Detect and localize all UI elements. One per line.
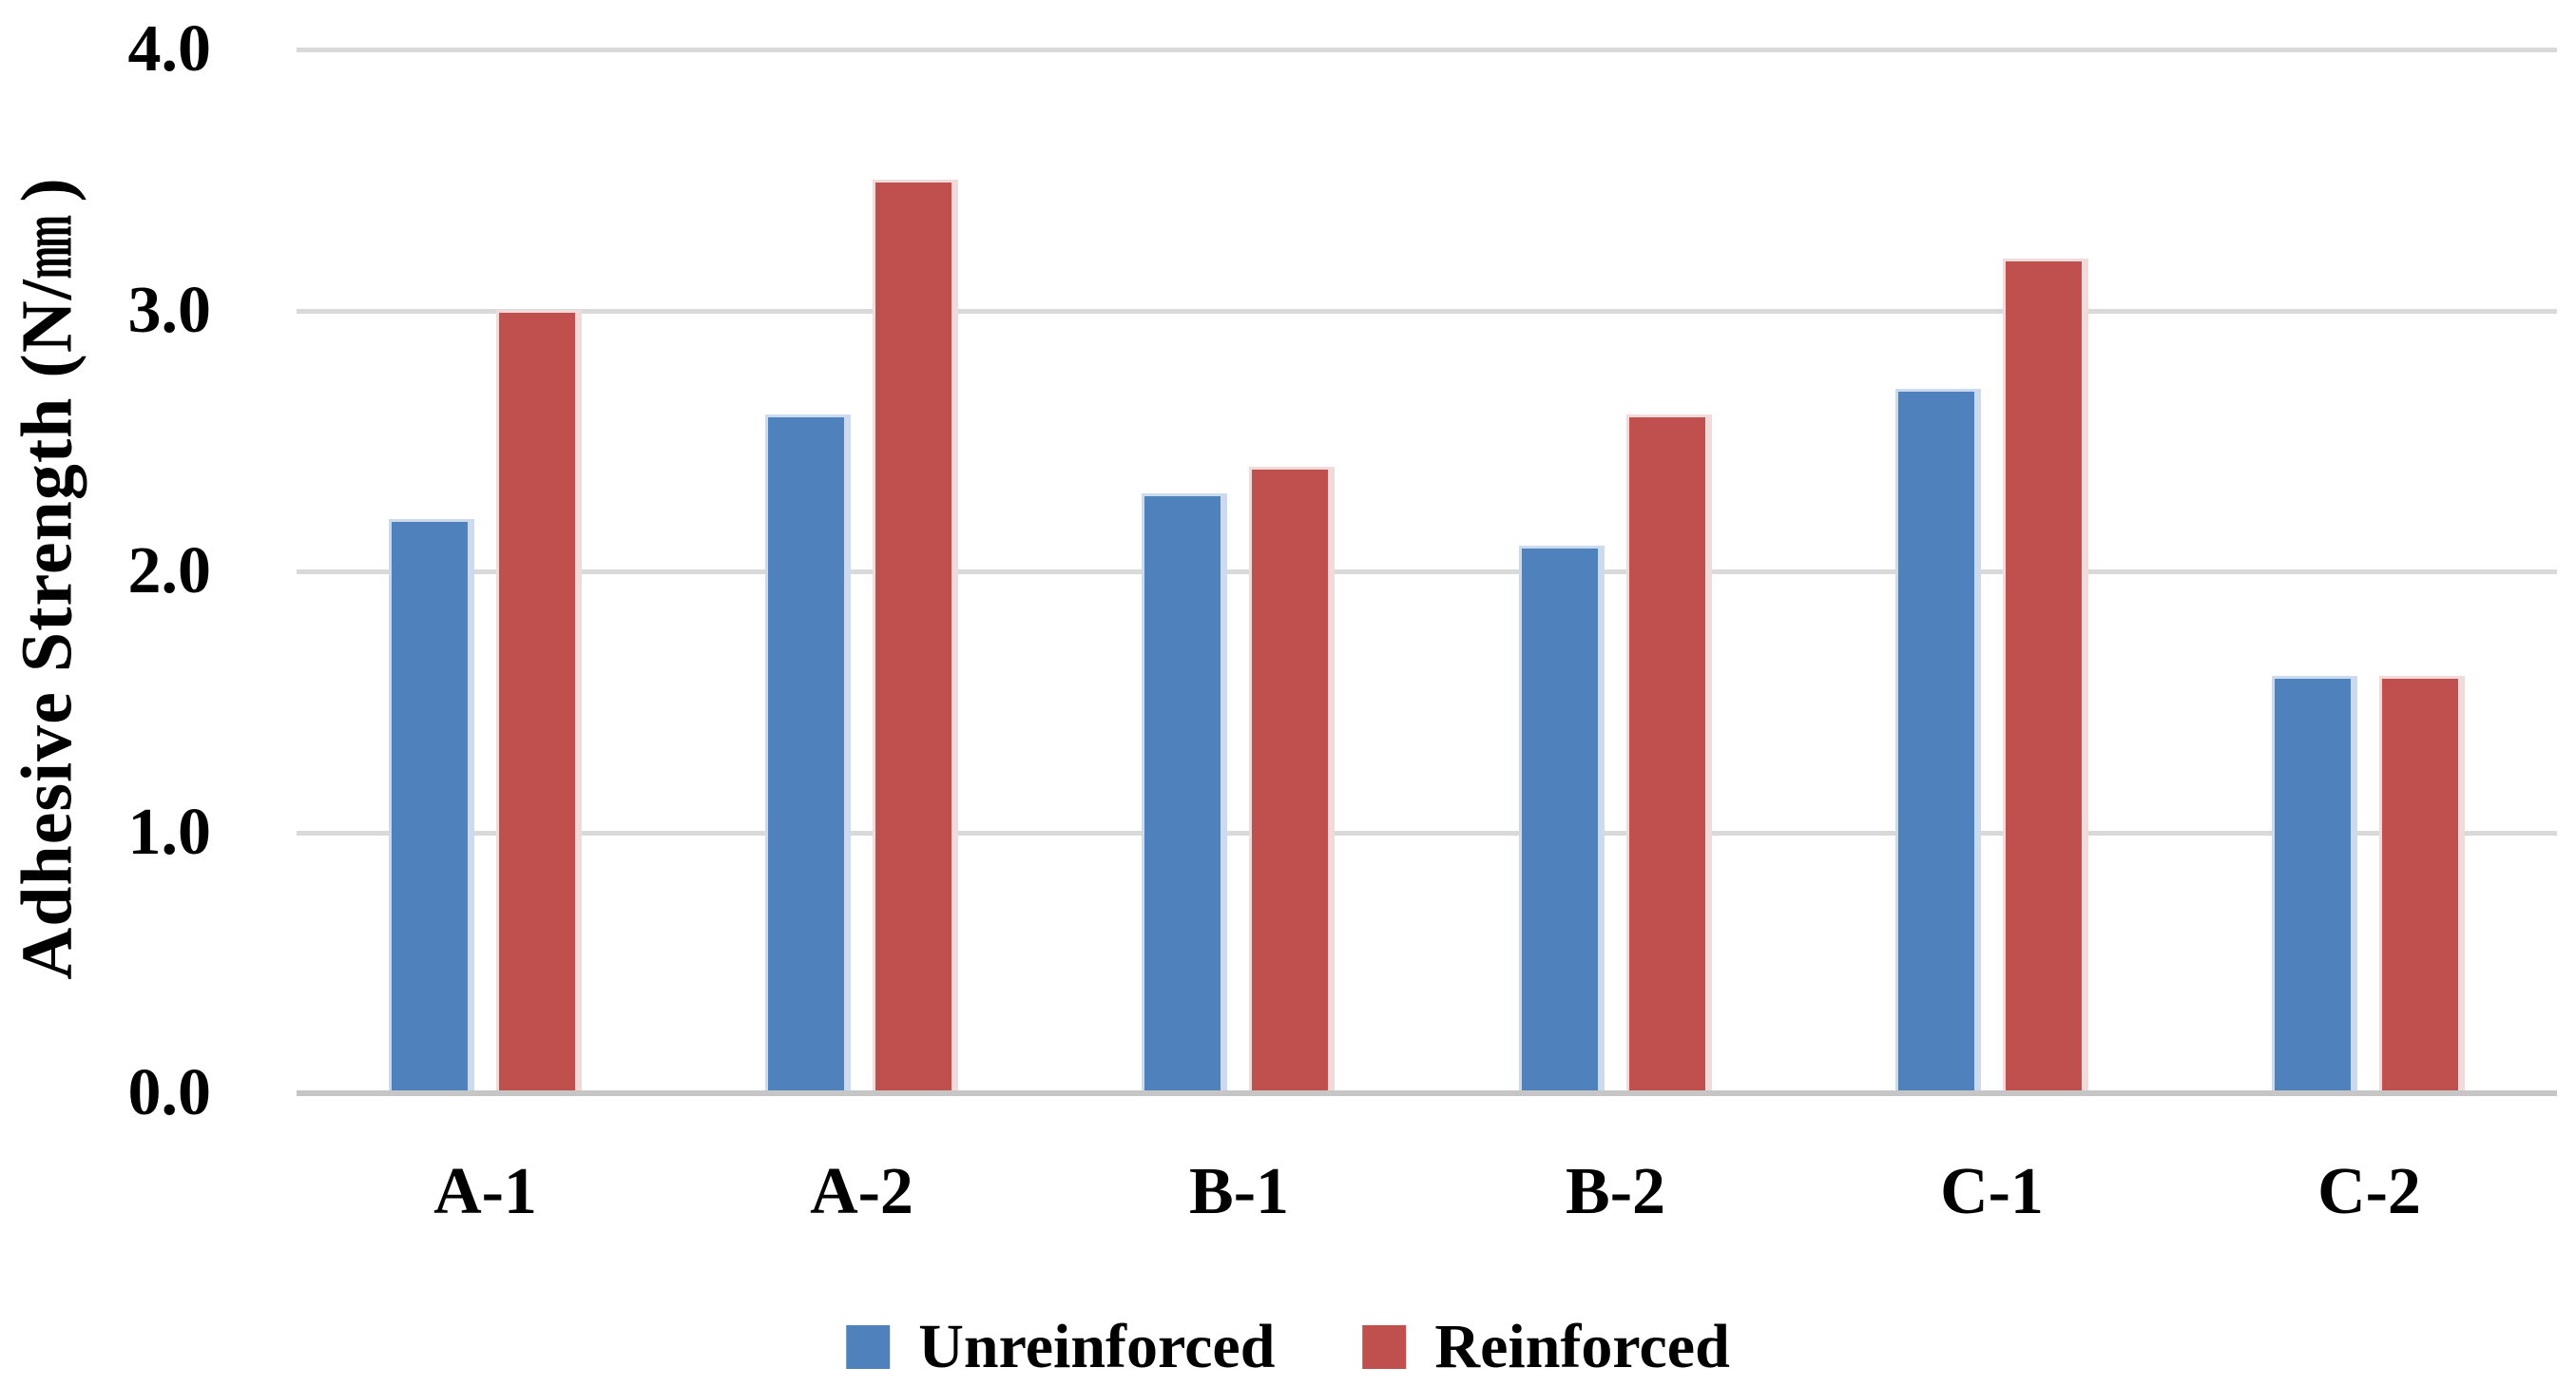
legend-label-reinforced: Reinforced <box>1434 1312 1730 1381</box>
bar-reinforced-B-2 <box>1626 414 1712 1096</box>
bar-reinforced-C-1 <box>2003 259 2088 1096</box>
bar-reinforced-A-1 <box>496 310 582 1096</box>
bar-unreinforced-A-2 <box>765 414 851 1096</box>
y-tick-label-2.0: 2.0 <box>127 534 212 607</box>
y-axis-unit-mm: mm <box>7 217 87 279</box>
gridline-4 <box>297 48 2557 52</box>
legend-item-unreinforced: Unreinforced <box>846 1311 1275 1383</box>
x-axis-label-B-2: B-2 <box>1566 1155 1665 1228</box>
y-tick-label-4.0: 4.0 <box>127 12 212 86</box>
legend-swatch-reinforced <box>1362 1325 1407 1369</box>
bar-unreinforced-A-1 <box>389 519 474 1096</box>
bar-unreinforced-C-2 <box>2272 676 2357 1096</box>
x-axis-label-B-1: B-1 <box>1189 1155 1289 1228</box>
gridline-1 <box>297 831 2557 836</box>
y-tick-label-1.0: 1.0 <box>127 796 212 869</box>
bar-unreinforced-B-1 <box>1142 493 1227 1096</box>
bar-unreinforced-C-1 <box>1895 389 1981 1096</box>
legend-label-unreinforced: Unreinforced <box>918 1312 1276 1381</box>
x-axis-label-C-1: C-1 <box>1940 1155 2044 1228</box>
legend-item-reinforced: Reinforced <box>1362 1311 1730 1383</box>
y-axis-title-prefix: Adhesive Strength (N/ <box>7 279 87 980</box>
y-tick-label-3.0: 3.0 <box>127 274 212 347</box>
legend: Unreinforced Reinforced <box>846 1310 1730 1384</box>
x-axis-label-A-2: A-2 <box>810 1155 913 1228</box>
bar-reinforced-C-2 <box>2379 676 2465 1096</box>
x-axis-label-A-1: A-1 <box>433 1155 537 1228</box>
bar-reinforced-A-2 <box>873 180 958 1096</box>
x-axis-label-C-2: C-2 <box>2317 1155 2421 1228</box>
gridline-3 <box>297 309 2557 314</box>
gridline-2 <box>297 569 2557 574</box>
bar-unreinforced-B-2 <box>1519 546 1605 1096</box>
bar-reinforced-B-1 <box>1249 467 1335 1096</box>
y-axis-title-suffix: ) <box>7 177 87 202</box>
legend-swatch-unreinforced <box>846 1325 891 1369</box>
plot-area <box>297 48 2557 1096</box>
x-axis-line <box>297 1090 2557 1096</box>
y-tick-label-0.0: 0.0 <box>127 1056 212 1129</box>
